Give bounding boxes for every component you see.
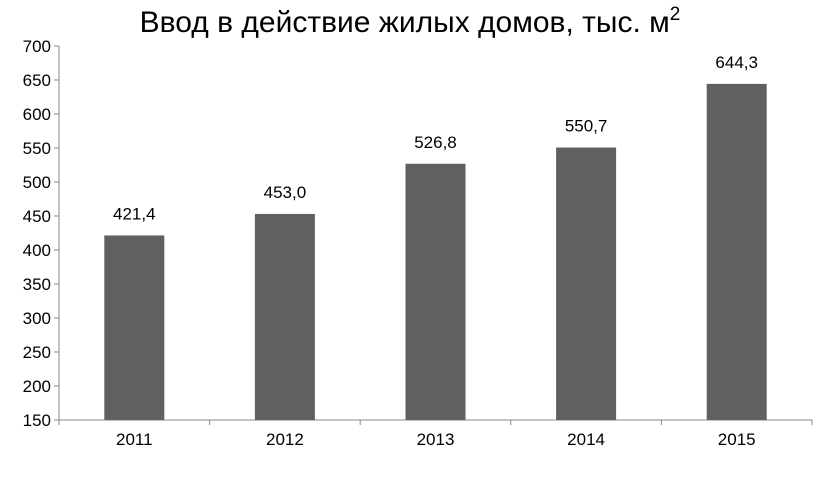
bar	[706, 83, 767, 420]
data-label: 421,4	[113, 204, 156, 223]
data-label: 644,3	[715, 53, 758, 72]
y-tick-label: 150	[23, 411, 51, 430]
bar	[104, 235, 165, 420]
bar	[254, 213, 315, 420]
y-tick-label: 250	[23, 343, 51, 362]
chart-title: Ввод в действие жилых домов, тыс. м2	[0, 4, 820, 40]
y-tick-label: 500	[23, 173, 51, 192]
x-tick-label: 2014	[567, 430, 605, 449]
y-tick-label: 650	[23, 71, 51, 90]
bar	[556, 147, 617, 421]
chart-title-text: Ввод в действие жилых домов, тыс. м	[139, 6, 670, 39]
y-tick-label: 350	[23, 275, 51, 294]
y-tick-label: 400	[23, 241, 51, 260]
data-label: 526,8	[414, 133, 457, 152]
y-tick-label: 450	[23, 207, 51, 226]
y-tick-label: 200	[23, 377, 51, 396]
x-tick-label: 2012	[266, 430, 304, 449]
y-tick-label: 550	[23, 139, 51, 158]
y-tick-label: 700	[23, 37, 51, 56]
x-tick-label: 2013	[417, 430, 455, 449]
x-tick-label: 2011	[116, 430, 153, 449]
bar	[405, 163, 466, 420]
x-tick-label: 2015	[718, 430, 756, 449]
y-tick-label: 600	[23, 105, 51, 124]
chart-title-superscript: 2	[669, 4, 681, 25]
data-label: 453,0	[264, 183, 307, 202]
y-tick-label: 300	[23, 309, 51, 328]
data-label: 550,7	[565, 117, 608, 136]
